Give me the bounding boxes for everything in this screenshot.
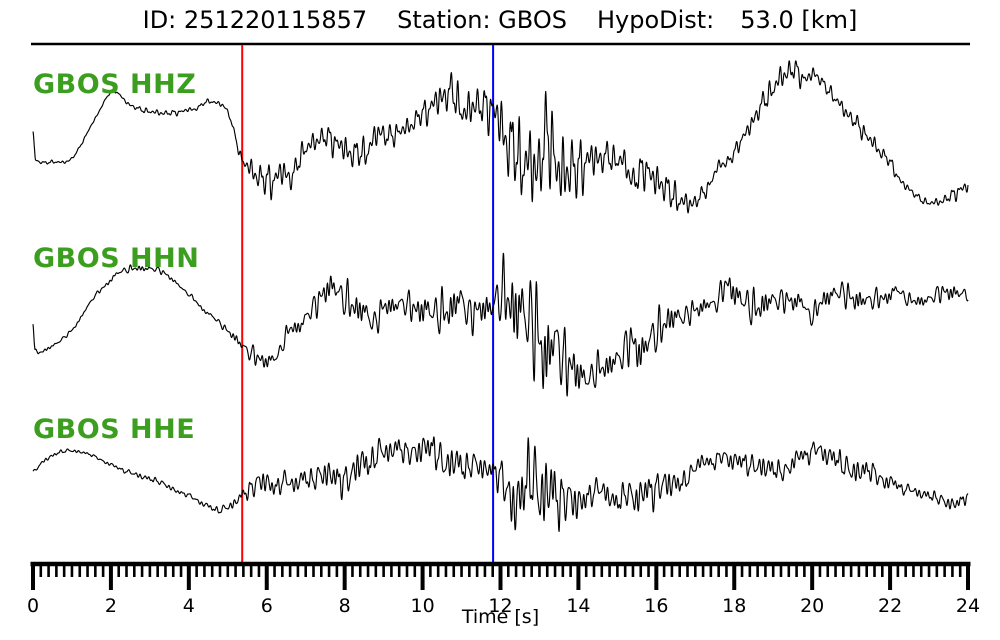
figure-title: ID: 251220115857 Station: GBOS HypoDist:…: [0, 6, 1000, 34]
event-id: ID: 251220115857: [142, 6, 368, 34]
station-name: Station: GBOS: [397, 6, 567, 34]
hypodist-label: HypoDist:: [596, 6, 715, 34]
hypodist-value: 53.0 [km]: [740, 6, 858, 34]
tick-label: 24: [956, 595, 980, 617]
hypocentral-distance: HypoDist: 53.0 [km]: [597, 6, 857, 34]
waveform-trace-gbos-hhz: [32, 60, 969, 214]
tick-label: 4: [183, 595, 195, 617]
channel-label-hhz: GBOS HHZ: [33, 69, 197, 100]
waveform-trace-gbos-hhe: [32, 436, 969, 532]
tick-label: 16: [644, 595, 668, 617]
tick-label: 6: [261, 595, 273, 617]
tick-label: 22: [878, 595, 902, 617]
time-axis: 0 2 4 6 8 10 12 14 16 18 20 22 24: [27, 561, 980, 617]
channel-label-hhn: GBOS HHN: [33, 243, 200, 274]
channel-label-hhe: GBOS HHE: [33, 414, 196, 445]
waveform-trace-gbos-hhn: [32, 252, 969, 397]
tick-label: 20: [800, 595, 824, 617]
tick-label: 14: [566, 595, 590, 617]
tick-label: 10: [410, 595, 434, 617]
tick-label: 2: [105, 595, 117, 617]
tick-label: 18: [722, 595, 746, 617]
tick-label: 12: [488, 595, 512, 617]
tick-label: 8: [339, 595, 351, 617]
tick-label: 0: [27, 595, 39, 617]
time-axis-label: Time [s]: [461, 606, 540, 628]
